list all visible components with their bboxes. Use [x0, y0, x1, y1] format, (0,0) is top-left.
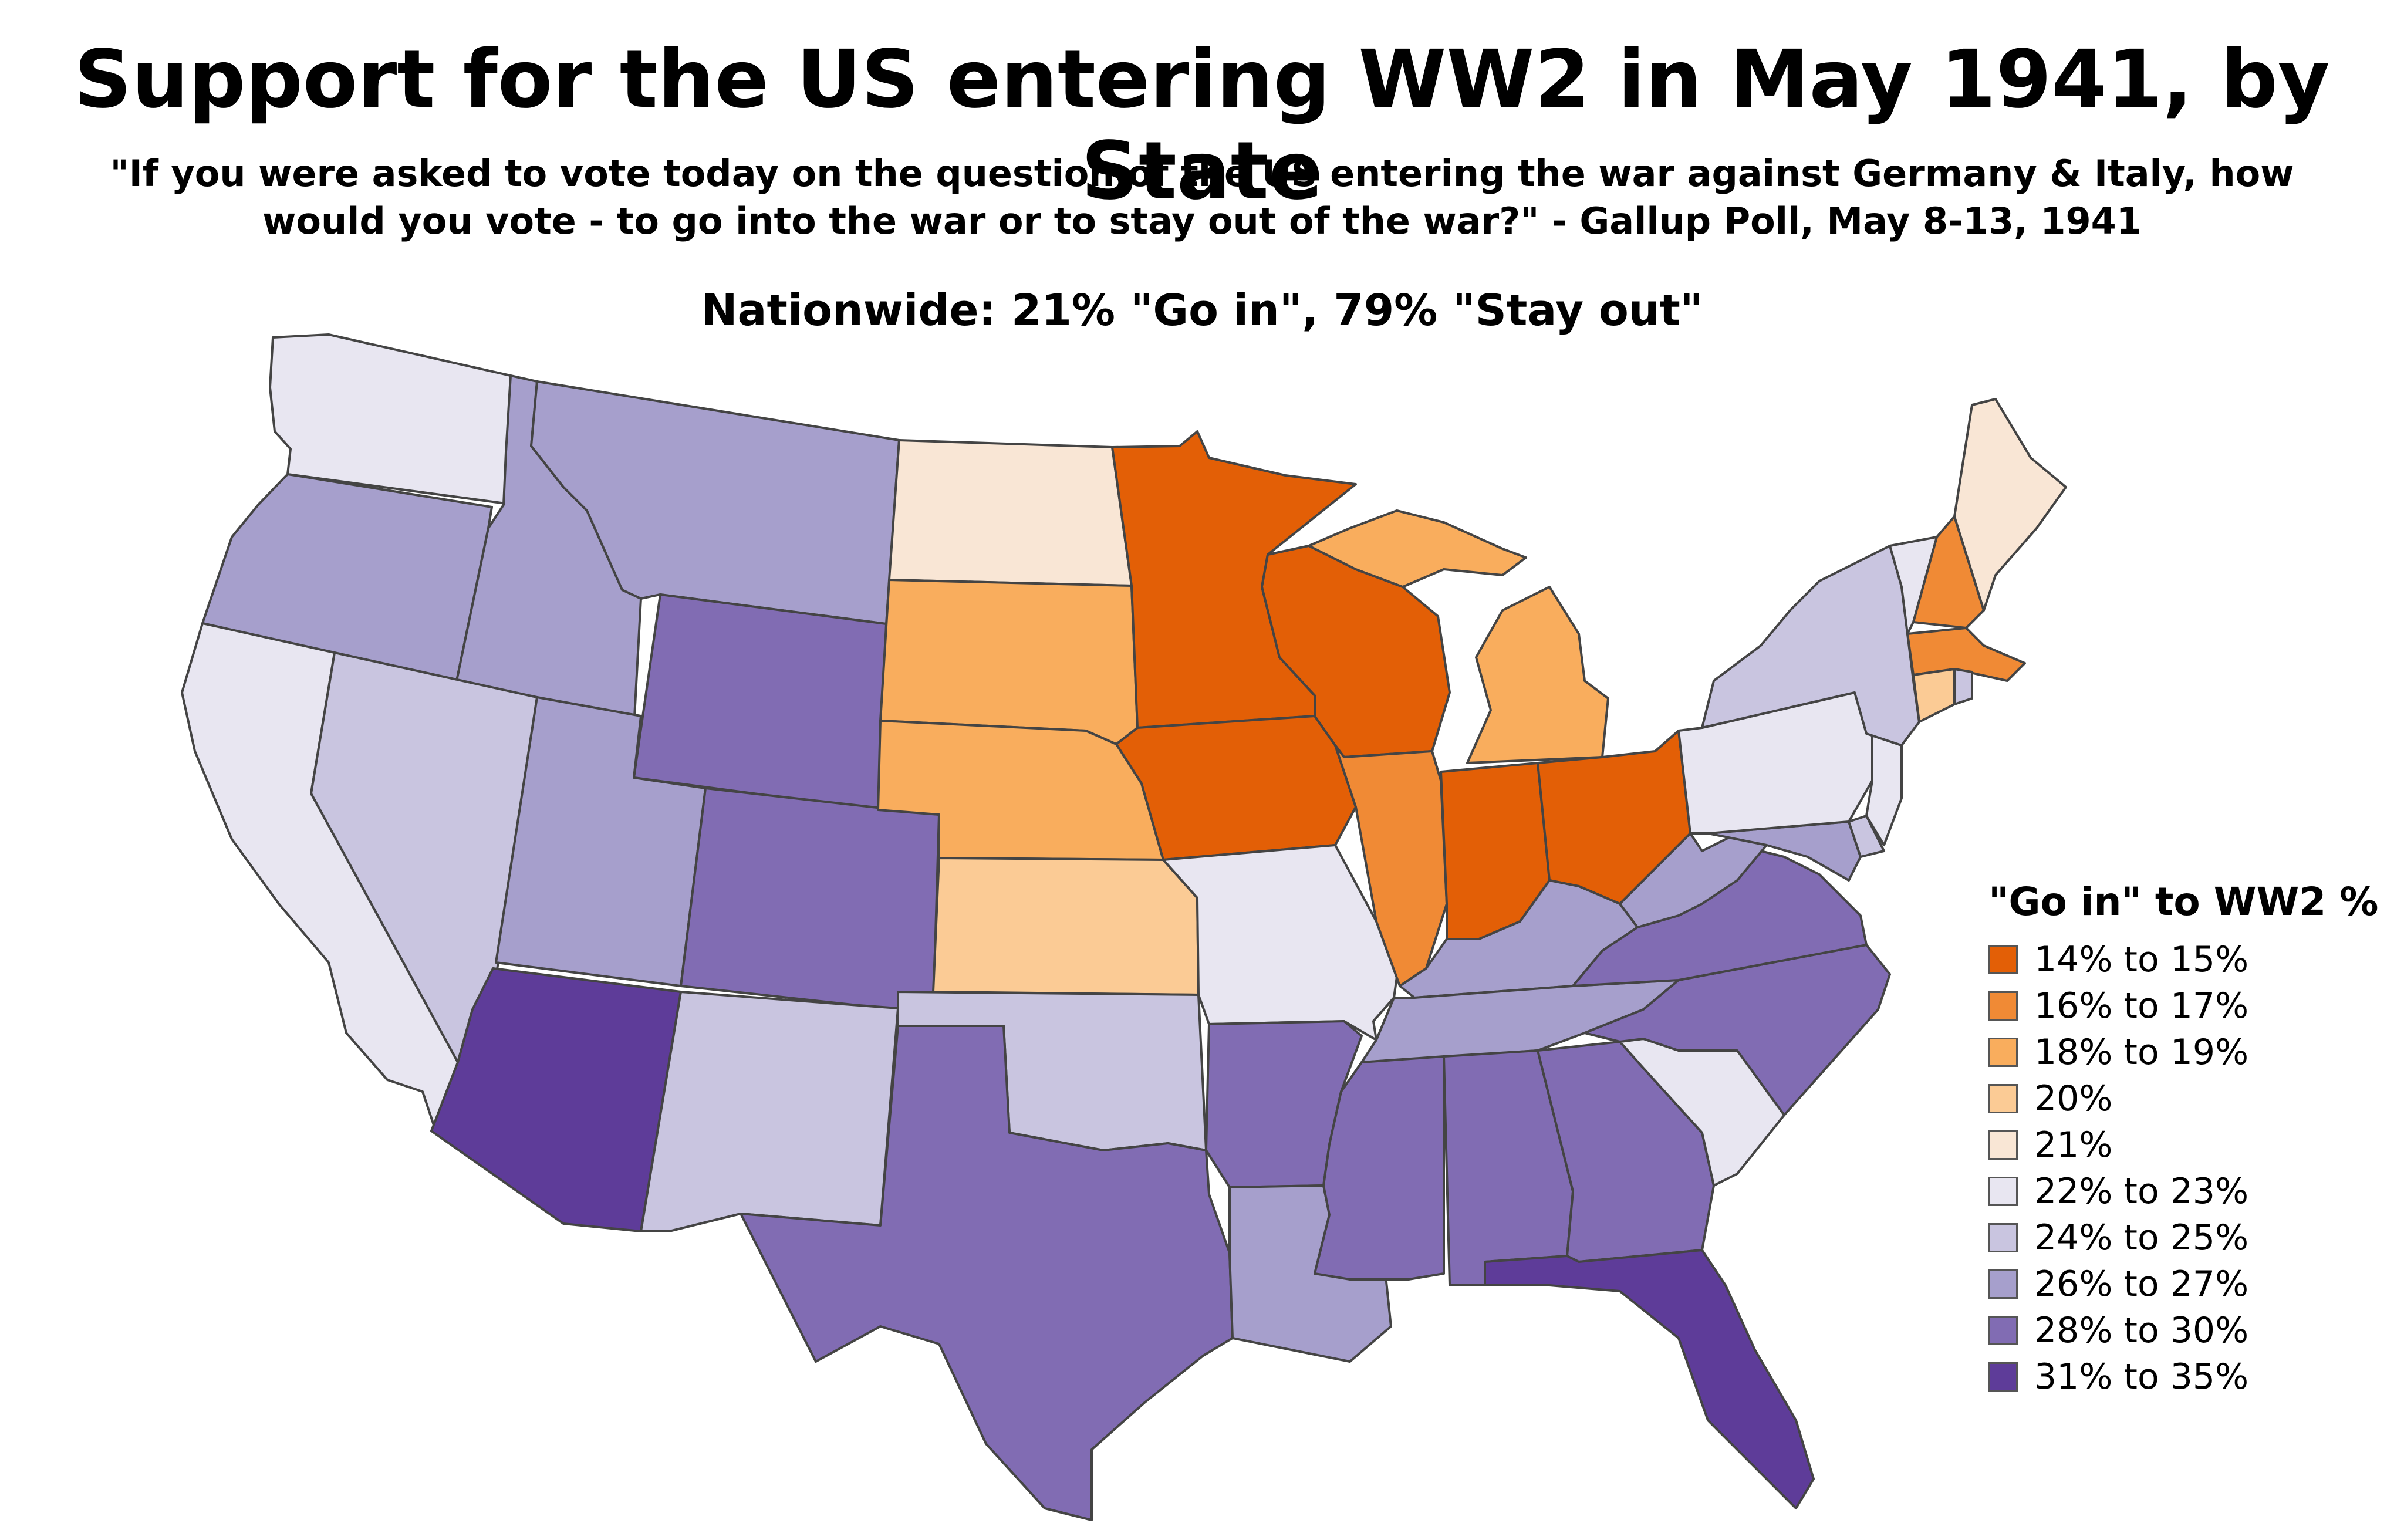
- legend-label: 28% to 30%: [2034, 1309, 2249, 1351]
- legend-swatch: [1988, 1037, 2018, 1067]
- legend-label: 26% to 27%: [2034, 1263, 2249, 1305]
- legend-item: 31% to 35%: [1988, 1353, 2404, 1400]
- legend-item: 28% to 30%: [1988, 1307, 2404, 1353]
- legend-item: 26% to 27%: [1988, 1261, 2404, 1307]
- legend-swatch: [1988, 1315, 2018, 1345]
- legend-label: 24% to 25%: [2034, 1217, 2249, 1258]
- state-maine: [1953, 398, 2067, 612]
- legend-label: 31% to 35%: [2034, 1356, 2249, 1397]
- legend-item: 22% to 23%: [1988, 1168, 2404, 1214]
- subtitle-line-2: would you vote - to go into the war or t…: [262, 199, 2142, 242]
- state-rhode-island: [1953, 668, 1973, 705]
- legend-item: 20%: [1988, 1075, 2404, 1122]
- legend-item: 14% to 15%: [1988, 936, 2404, 982]
- legend-label: 21%: [2034, 1124, 2113, 1166]
- legend-swatch: [1988, 1083, 2018, 1113]
- state-texas: [740, 1025, 1234, 1521]
- state-mississippi: [1314, 1055, 1445, 1281]
- legend-label: 14% to 15%: [2034, 938, 2249, 980]
- legend-item: 18% to 19%: [1988, 1029, 2404, 1075]
- nationwide-result: Nationwide: 21% "Go in", 79% "Stay out": [701, 285, 1703, 336]
- legend-swatch: [1988, 1362, 2018, 1392]
- legend-swatch: [1988, 1222, 2018, 1252]
- state-michigan: [1308, 509, 1609, 764]
- state-missouri: [1162, 844, 1401, 1041]
- legend-item: 24% to 25%: [1988, 1214, 2404, 1261]
- map-title: Support for the US entering WW2 in May 1…: [74, 33, 2330, 218]
- legend-item: 21%: [1988, 1122, 2404, 1168]
- state-wyoming: [633, 593, 887, 811]
- legend-title: "Go in" to WW2 %: [1988, 879, 2379, 924]
- legend-swatch: [1988, 1130, 2018, 1160]
- legend-label: 20%: [2034, 1078, 2113, 1119]
- state-connecticut: [1912, 668, 1956, 723]
- state-new-mexico: [640, 991, 899, 1232]
- state-north-dakota: [888, 439, 1133, 587]
- legend-label: 22% to 23%: [2034, 1170, 2249, 1212]
- legend-items: 14% to 15% 16% to 17% 18% to 19% 20% 21% 22% …: [1988, 936, 2404, 1400]
- map-subtitle: "If you were asked to vote today on the …: [70, 150, 2334, 245]
- state-delaware: [1848, 815, 1885, 858]
- legend-swatch: [1988, 1269, 2018, 1299]
- subtitle-line-1: "If you were asked to vote today on the …: [110, 152, 2294, 195]
- legend-label: 18% to 19%: [2034, 1031, 2249, 1073]
- legend-label: 16% to 17%: [2034, 985, 2249, 1026]
- state-south-dakota: [879, 579, 1139, 745]
- state-kansas: [932, 857, 1200, 996]
- state-vermont: [1889, 536, 1938, 635]
- state-florida: [1484, 1249, 1815, 1509]
- legend-swatch: [1988, 1176, 2018, 1206]
- state-new-hampshire: [1912, 515, 1985, 629]
- state-colorado: [680, 787, 940, 1015]
- legend-item: 16% to 17%: [1988, 982, 2404, 1029]
- legend-swatch: [1988, 944, 2018, 974]
- legend-swatch: [1988, 991, 2018, 1021]
- map-legend: "Go in" to WW2 % 14% to 15% 16% to 17% 18%…: [1988, 879, 2404, 1400]
